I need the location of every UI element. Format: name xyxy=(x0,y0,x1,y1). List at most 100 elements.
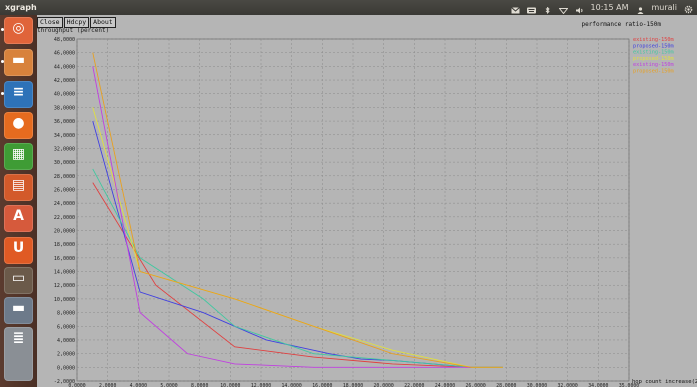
terminal-icon-glyph: ▭ xyxy=(11,270,26,286)
y-tick-label: 0,0000 xyxy=(57,365,75,371)
series-line-6 xyxy=(92,52,503,368)
user-name[interactable]: murali xyxy=(651,3,678,12)
legend-entry: existing-150m xyxy=(633,37,674,43)
chart-plot: -2,0000 0,0000 2,0000 4,0000 6,0000 8,0000 10,… xyxy=(54,37,697,387)
launcher-sidebar: ◎ ▬ ≡ ● ▦ ▤ A U ▭ ▬ ≣ xyxy=(0,15,38,387)
software-center-icon[interactable]: A xyxy=(4,205,33,232)
close-button[interactable]: Close xyxy=(37,17,63,28)
files-folder-icon[interactable]: ▬ xyxy=(1,49,33,76)
y-tick-label: 6,0000 xyxy=(57,324,75,330)
x-axis-label: hop count increase(2) xyxy=(632,379,697,385)
series-line-5 xyxy=(92,66,472,368)
system-tray: 10:15 AM murali xyxy=(510,0,693,15)
x-tick-label: 18.0000 xyxy=(343,383,363,387)
y-tick-label: 4,0000 xyxy=(57,338,75,344)
series-line-3 xyxy=(92,168,503,368)
y-tick-label: 24,0000 xyxy=(54,201,75,207)
settings-gear-icon[interactable] xyxy=(684,4,693,14)
mail-icon[interactable] xyxy=(510,4,520,14)
hdcpy-button[interactable]: Hdcpy xyxy=(63,17,90,28)
y-tick-label: -2,0000 xyxy=(54,379,75,385)
y-tick-label: 16,0000 xyxy=(54,256,75,262)
about-button[interactable]: About xyxy=(90,17,116,28)
y-tick-label: 36,0000 xyxy=(54,119,75,125)
x-tick-label: 30.0000 xyxy=(527,383,547,387)
clock-text[interactable]: 10:15 AM xyxy=(590,3,629,12)
chart-title: performance ratio-150m xyxy=(581,21,661,28)
x-tick-label: 14.0000 xyxy=(282,383,302,387)
running-indicator xyxy=(1,28,4,31)
y-tick-label: 26,0000 xyxy=(54,187,75,193)
firefox-icon-glyph: ● xyxy=(12,115,25,131)
libreoffice-calc-icon[interactable]: ▦ xyxy=(4,143,33,170)
libreoffice-impress-icon[interactable]: ▤ xyxy=(4,174,33,201)
y-tick-label: 38,0000 xyxy=(54,105,75,111)
ubuntu-dash-icon[interactable]: ◎ xyxy=(1,17,33,44)
window-button-bar: Close Hdcpy About xyxy=(37,17,116,28)
y-tick-label: 10,0000 xyxy=(54,297,75,303)
top-menu-bar: xgraph 10:15 AM murali xyxy=(0,0,697,15)
terminal-icon[interactable]: ▭ xyxy=(4,267,33,294)
y-tick-label: 40,0000 xyxy=(54,92,75,98)
wifi-icon[interactable] xyxy=(557,4,569,15)
legend-entry: existing-150m xyxy=(633,50,674,56)
y-tick-label: 8,0000 xyxy=(57,311,75,317)
y-axis-unit-label: throughput (percent) xyxy=(37,27,110,34)
y-tick-label: 48,0000 xyxy=(54,37,75,43)
user-icon[interactable] xyxy=(636,4,645,14)
volume-icon[interactable] xyxy=(575,4,584,14)
y-tick-label: 22,0000 xyxy=(54,215,75,221)
legend-entry: proposed-150m xyxy=(633,56,674,62)
y-tick-label: 28,0000 xyxy=(54,174,75,180)
drive-icon-glyph: ▬ xyxy=(11,300,26,316)
y-tick-label: 14,0000 xyxy=(54,270,75,276)
ubuntu-dash-icon-glyph: ◎ xyxy=(12,20,25,36)
y-tick-label: 44,0000 xyxy=(54,64,75,70)
x-tick-label: 2.0000 xyxy=(99,383,116,387)
y-tick-label: 46,0000 xyxy=(54,51,75,57)
keyboard-icon[interactable] xyxy=(526,4,536,14)
x-tick-label: 32.0000 xyxy=(558,383,578,387)
legend-entry: proposed-150m xyxy=(633,69,674,75)
libreoffice-calc-icon-glyph: ▦ xyxy=(11,146,26,162)
running-indicator xyxy=(1,92,4,95)
files-folder-icon-glyph: ▬ xyxy=(11,52,26,68)
libreoffice-writer-icon-glyph: ≡ xyxy=(12,84,25,100)
y-tick-label: 18,0000 xyxy=(54,242,75,248)
xgraph-window: -2,0000 0,0000 2,0000 4,0000 6,0000 8,0000 10,… xyxy=(37,15,697,387)
libreoffice-impress-icon-glyph: ▤ xyxy=(11,177,26,193)
x-tick-label: 0.0000 xyxy=(68,383,85,387)
x-tick-label: 5.0000 xyxy=(160,383,177,387)
x-tick-label: 12.0000 xyxy=(251,383,271,387)
trash-stack-icon[interactable]: ≣ xyxy=(4,327,33,381)
x-tick-label: 34.0000 xyxy=(588,383,608,387)
drive-icon[interactable]: ▬ xyxy=(4,297,33,324)
x-tick-label: 35.0000 xyxy=(619,383,639,387)
x-tick-label: 8.0000 xyxy=(191,383,208,387)
bluetooth-icon[interactable] xyxy=(543,4,552,15)
y-tick-label: 34,0000 xyxy=(54,133,75,139)
trash-stack-icon-glyph: ≣ xyxy=(12,330,25,346)
x-tick-label: 16.0000 xyxy=(312,383,332,387)
x-tick-label: 20.0000 xyxy=(374,383,394,387)
y-tick-label: 42,0000 xyxy=(54,78,75,84)
software-center-icon-glyph: A xyxy=(13,208,24,224)
x-tick-label: 26.0000 xyxy=(466,383,486,387)
y-tick-label: 30,0000 xyxy=(54,160,75,166)
y-tick-label: 2,0000 xyxy=(57,352,75,358)
y-tick-label: 32,0000 xyxy=(54,146,75,152)
firefox-icon[interactable]: ● xyxy=(4,112,33,139)
x-tick-label: 4.0000 xyxy=(130,383,147,387)
y-tick-label: 12,0000 xyxy=(54,283,75,289)
ubuntu-one-icon[interactable]: U xyxy=(4,237,33,264)
y-tick-label: 20,0000 xyxy=(54,229,75,235)
app-title: xgraph xyxy=(5,3,37,12)
x-tick-label: 24.0000 xyxy=(435,383,455,387)
x-tick-label: 22.0000 xyxy=(404,383,424,387)
libreoffice-writer-icon[interactable]: ≡ xyxy=(1,81,33,108)
x-tick-label: 28.0000 xyxy=(496,383,516,387)
legend-entry: proposed-150m xyxy=(633,43,674,49)
running-indicator xyxy=(1,60,4,63)
x-tick-label: 10.0000 xyxy=(220,383,240,387)
ubuntu-one-icon-glyph: U xyxy=(12,240,25,256)
